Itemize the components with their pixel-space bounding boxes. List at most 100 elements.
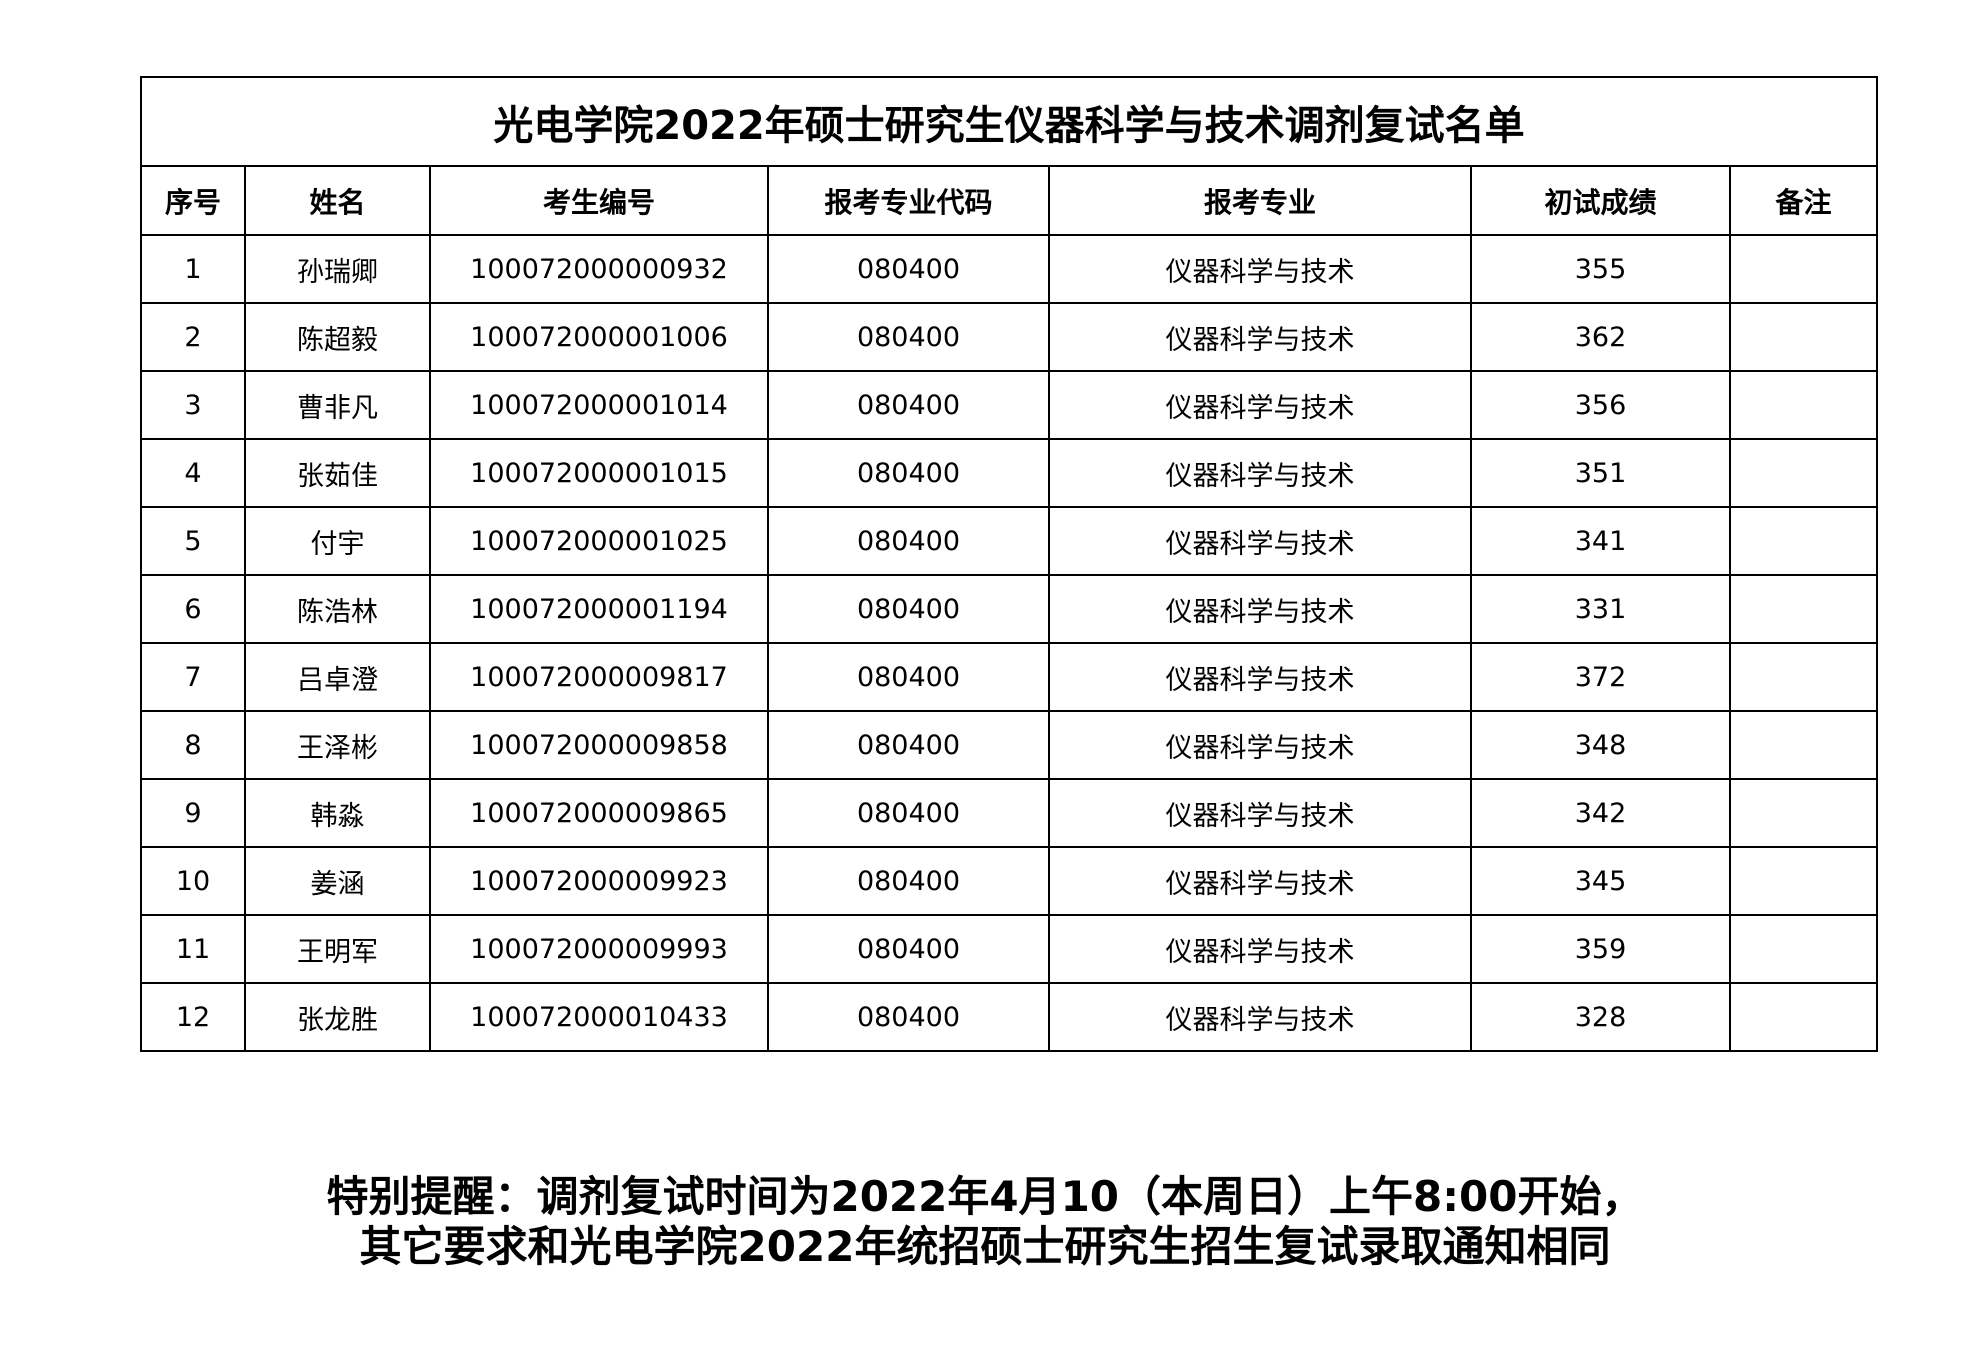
table-row: 6 陈浩林 100072000001194 080400 仪器科学与技术 331 [140, 574, 1879, 644]
table-cell: 11 [140, 914, 246, 984]
table-cell: 355 [1470, 234, 1731, 304]
table-cell: 仪器科学与技术 [1048, 846, 1472, 916]
table-cell: 4 [140, 438, 246, 508]
table-cell: 12 [140, 982, 246, 1052]
table-cell: 345 [1470, 846, 1731, 916]
column-header: 报考专业 [1048, 165, 1472, 236]
table-cell: 100072000009865 [429, 778, 769, 848]
table-cell: 张龙胜 [244, 982, 431, 1052]
table-cell [1728, 846, 1879, 916]
table-cell: 080400 [767, 982, 1050, 1052]
table-cell: 1 [140, 234, 246, 304]
table-cell [1728, 982, 1879, 1052]
table-cell: 3 [140, 370, 246, 440]
table-cell: 王泽彬 [244, 710, 431, 780]
table-cell: 080400 [767, 914, 1050, 984]
table-row: 9 韩淼 100072000009865 080400 仪器科学与技术 342 [140, 778, 1879, 848]
table-cell: 6 [140, 574, 246, 644]
table-cell [1728, 642, 1879, 712]
table-cell: 曹非凡 [244, 370, 431, 440]
table-cell: 080400 [767, 506, 1050, 576]
table-row: 12 张龙胜 100072000010433 080400 仪器科学与技术 328 [140, 982, 1879, 1052]
table-cell: 陈浩林 [244, 574, 431, 644]
table-cell: 080400 [767, 710, 1050, 780]
table-cell: 9 [140, 778, 246, 848]
table-cell [1728, 778, 1879, 848]
table-cell: 362 [1470, 302, 1731, 372]
table-cell: 仪器科学与技术 [1048, 982, 1472, 1052]
table-cell: 孙瑞卿 [244, 234, 431, 304]
table-cell: 100072000009858 [429, 710, 769, 780]
table-cell: 10 [140, 846, 246, 916]
table-row: 11 王明军 100072000009993 080400 仪器科学与技术 359 [140, 914, 1879, 984]
table-row: 1 孙瑞卿 100072000000932 080400 仪器科学与技术 355 [140, 234, 1879, 304]
column-header: 报考专业代码 [767, 165, 1050, 236]
table-cell: 372 [1470, 642, 1731, 712]
header-row: 序号 姓名 考生编号 报考专业代码 报考专业 初试成绩 备注 [140, 165, 1879, 236]
table-cell [1728, 370, 1879, 440]
table-cell: 仪器科学与技术 [1048, 370, 1472, 440]
table-cell: 陈超毅 [244, 302, 431, 372]
table-row: 8 王泽彬 100072000009858 080400 仪器科学与技术 348 [140, 710, 1879, 780]
table-cell [1728, 710, 1879, 780]
table-cell: 341 [1470, 506, 1731, 576]
table-row: 2 陈超毅 100072000001006 080400 仪器科学与技术 362 [140, 302, 1879, 372]
table-cell: 080400 [767, 778, 1050, 848]
table-cell: 331 [1470, 574, 1731, 644]
table-cell: 356 [1470, 370, 1731, 440]
table-cell: 仪器科学与技术 [1048, 914, 1472, 984]
table-cell [1728, 438, 1879, 508]
table-cell: 080400 [767, 846, 1050, 916]
table-cell: 仪器科学与技术 [1048, 302, 1472, 372]
table-cell: 仪器科学与技术 [1048, 506, 1472, 576]
table-cell [1728, 914, 1879, 984]
table-cell: 100072000009817 [429, 642, 769, 712]
column-header: 序号 [140, 165, 246, 236]
table-cell: 080400 [767, 574, 1050, 644]
table-cell: 8 [140, 710, 246, 780]
table-cell: 付宇 [244, 506, 431, 576]
table-row: 7 吕卓澄 100072000009817 080400 仪器科学与技术 372 [140, 642, 1879, 712]
table-cell: 王明军 [244, 914, 431, 984]
table-cell: 仪器科学与技术 [1048, 778, 1472, 848]
table-cell: 7 [140, 642, 246, 712]
table-cell: 080400 [767, 370, 1050, 440]
table-cell: 姜涵 [244, 846, 431, 916]
table-cell: 080400 [767, 234, 1050, 304]
page-title: 光电学院2022年硕士研究生仪器科学与技术调剂复试名单 [139, 76, 1879, 167]
column-header: 姓名 [244, 165, 431, 236]
table-row: 4 张茹佳 100072000001015 080400 仪器科学与技术 351 [140, 438, 1879, 508]
table-cell: 100072000009993 [429, 914, 769, 984]
table-cell: 100072000001194 [429, 574, 769, 644]
table-cell: 韩淼 [244, 778, 431, 848]
notice-line-1: 特别提醒：调剂复试时间为2022年4月10（本周日）上午8:00开始， [326, 1172, 1644, 1221]
table-cell: 100072000010433 [429, 982, 769, 1052]
table-cell [1728, 234, 1879, 304]
table-cell: 080400 [767, 302, 1050, 372]
table-row: 5 付宇 100072000001025 080400 仪器科学与技术 341 [140, 506, 1879, 576]
table-cell: 100072000001014 [429, 370, 769, 440]
table-cell: 仪器科学与技术 [1048, 234, 1472, 304]
table-cell: 100072000001006 [429, 302, 769, 372]
table-cell: 2 [140, 302, 246, 372]
table-cell: 仪器科学与技术 [1048, 438, 1472, 508]
table-cell: 100072000001015 [429, 438, 769, 508]
column-header: 初试成绩 [1470, 165, 1731, 236]
table-row: 3 曹非凡 100072000001014 080400 仪器科学与技术 356 [140, 370, 1879, 440]
table-cell: 328 [1470, 982, 1731, 1052]
table-cell: 5 [140, 506, 246, 576]
table-cell [1728, 302, 1879, 372]
table-cell [1728, 574, 1879, 644]
table-cell: 351 [1470, 438, 1731, 508]
table-cell: 仪器科学与技术 [1048, 710, 1472, 780]
table-cell: 348 [1470, 710, 1731, 780]
table-cell: 342 [1470, 778, 1731, 848]
table-cell [1728, 506, 1879, 576]
table-cell: 100072000001025 [429, 506, 769, 576]
column-header: 备注 [1728, 165, 1879, 236]
table-cell: 080400 [767, 642, 1050, 712]
notice-line-2: 其它要求和光电学院2022年统招硕士研究生招生复试录取通知相同 [359, 1222, 1611, 1271]
table-cell: 080400 [767, 438, 1050, 508]
table-cell: 吕卓澄 [244, 642, 431, 712]
table-row: 10 姜涵 100072000009923 080400 仪器科学与技术 345 [140, 846, 1879, 916]
